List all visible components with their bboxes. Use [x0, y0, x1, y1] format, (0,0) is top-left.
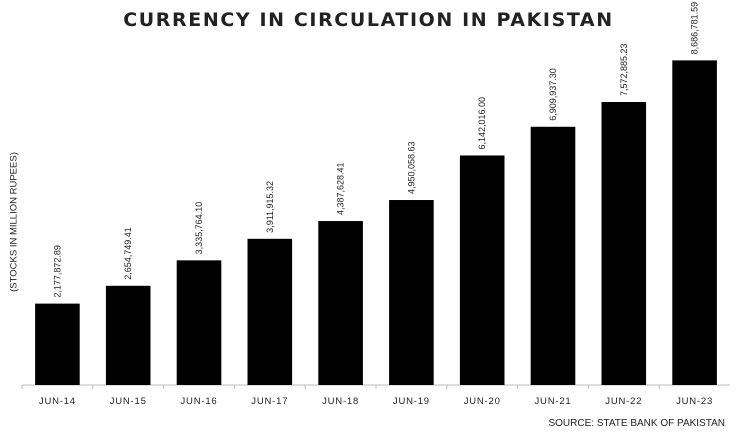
- value-label: 2,177,872.89: [52, 245, 62, 298]
- x-tick-label: JUN-23: [676, 396, 713, 407]
- bar-jun-15: [105, 285, 151, 385]
- x-tick-label: JUN-14: [39, 396, 76, 407]
- bar-jun-22: [601, 102, 647, 385]
- chart-title: CURRENCY IN CIRCULATION IN PAKISTAN: [123, 9, 614, 31]
- value-label: 3,911,915.32: [265, 181, 275, 233]
- bar-jun-19: [389, 200, 434, 385]
- x-tick-label: JUN-15: [110, 396, 147, 407]
- x-tick-label: JUN-18: [322, 396, 359, 407]
- bar-jun-20: [459, 155, 505, 385]
- value-label: 4,950,058.63: [406, 141, 416, 194]
- value-label: 3,335,764.10: [194, 202, 204, 255]
- value-label: 4,387,628.41: [336, 162, 346, 215]
- bars-group: 2,177,872.89 2,654,749.41 3,335,764.10 3,91…: [35, 2, 717, 386]
- x-tick-label: JUN-21: [534, 396, 571, 407]
- bar-jun-18: [318, 221, 363, 385]
- x-tick-label: JUN-19: [393, 396, 430, 407]
- bar-jun-14: [35, 303, 80, 385]
- x-tick-label: JUN-17: [251, 396, 288, 407]
- value-label: 6,909,937.30: [548, 68, 558, 121]
- bar-jun-23: [672, 60, 717, 386]
- x-tick-label: JUN-22: [605, 396, 642, 407]
- x-tick-label: JUN-20: [464, 396, 501, 407]
- bar-jun-21: [530, 126, 576, 385]
- value-label: 6,142,016.00: [477, 97, 487, 150]
- bar-jun-16: [176, 260, 222, 385]
- value-label: 8,686,781.59: [690, 2, 700, 55]
- bar-jun-17: [247, 238, 293, 385]
- value-label: 7,572,885.23: [619, 43, 629, 96]
- x-tick-label: JUN-16: [180, 396, 217, 407]
- source-note: SOURCE: STATE BANK OF PAKISTAN: [548, 418, 725, 429]
- value-label: 2,654,749.41: [123, 227, 133, 280]
